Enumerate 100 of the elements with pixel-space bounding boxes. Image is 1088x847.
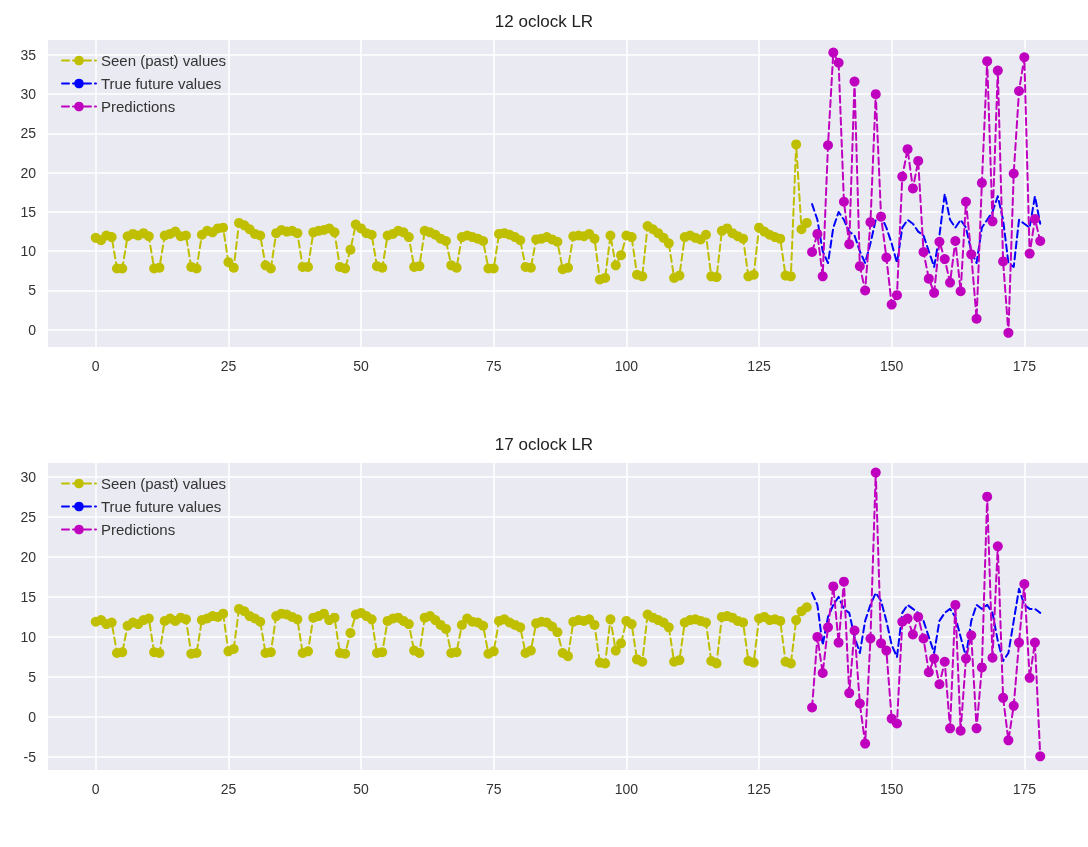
point <box>966 630 977 641</box>
point <box>902 144 913 155</box>
point <box>876 211 887 222</box>
y-tick-label: 30 <box>20 468 37 485</box>
point <box>1008 168 1019 179</box>
point <box>860 738 871 749</box>
point <box>950 236 961 246</box>
point <box>923 273 934 284</box>
y-tick-label: 10 <box>20 628 37 645</box>
point <box>929 287 940 298</box>
point <box>976 662 987 673</box>
chart-title: 17 oclock LR <box>494 435 594 454</box>
point <box>891 718 902 729</box>
y-tick-label: 25 <box>20 125 37 142</box>
point <box>1019 52 1030 63</box>
x-tick-label: 100 <box>614 358 639 374</box>
point <box>1003 735 1014 746</box>
point <box>1014 637 1025 648</box>
point <box>817 271 828 282</box>
point <box>1024 248 1035 259</box>
point <box>860 285 871 296</box>
point <box>897 171 908 182</box>
point <box>907 183 918 194</box>
y-tick-label: 15 <box>20 588 37 605</box>
x-tick-label: 100 <box>614 781 639 797</box>
point <box>960 653 971 664</box>
point <box>918 247 929 257</box>
point <box>849 76 860 87</box>
point <box>976 177 987 188</box>
x-tick-label: 125 <box>747 358 771 374</box>
point <box>886 299 897 310</box>
point <box>881 252 892 263</box>
x-tick-label: 75 <box>485 358 502 374</box>
x-tick-label: 150 <box>879 358 904 374</box>
point <box>828 47 839 58</box>
point <box>907 629 918 640</box>
point <box>844 239 855 250</box>
point <box>939 254 950 265</box>
point <box>960 196 971 207</box>
point <box>1003 327 1014 338</box>
y-tick-label: 5 <box>28 669 37 686</box>
point <box>1024 672 1035 683</box>
point <box>939 656 950 667</box>
point <box>1019 579 1030 590</box>
point <box>992 541 1003 552</box>
point <box>865 217 876 228</box>
point <box>955 725 966 736</box>
point <box>987 216 998 227</box>
point <box>807 702 818 713</box>
y-tick-label: 30 <box>20 86 37 103</box>
point <box>1029 214 1040 225</box>
point <box>891 290 902 301</box>
point <box>823 140 833 151</box>
point <box>902 613 913 624</box>
point <box>828 581 839 592</box>
point <box>966 249 977 260</box>
y-tick-label: -5 <box>23 749 37 766</box>
point <box>876 638 887 649</box>
point <box>1014 86 1025 97</box>
point <box>870 89 881 100</box>
point <box>923 667 934 678</box>
point <box>982 491 993 502</box>
point <box>934 236 945 247</box>
x-tick-label: 75 <box>485 781 502 797</box>
y-tick-label: 15 <box>20 203 37 220</box>
x-tick-label: 175 <box>1012 358 1037 374</box>
point <box>913 611 924 622</box>
y-tick-label: 5 <box>28 282 37 299</box>
x-tick-label: 175 <box>1012 781 1037 797</box>
point <box>838 196 849 207</box>
point <box>992 65 1003 76</box>
point <box>971 723 982 734</box>
x-tick-label: 50 <box>353 358 370 374</box>
point <box>854 698 865 709</box>
legend-label: Seen (past) values <box>101 475 227 492</box>
point <box>807 247 818 257</box>
y-tick-label: 20 <box>20 548 37 565</box>
point <box>833 637 844 648</box>
y-tick-label: 0 <box>28 709 37 726</box>
y-tick-label: 25 <box>20 508 37 525</box>
point <box>849 625 860 636</box>
point <box>934 679 945 690</box>
legend-label: True future values <box>101 498 222 515</box>
point <box>945 277 956 288</box>
y-tick-label: 35 <box>20 46 37 63</box>
point <box>812 631 823 642</box>
legend-label: Predictions <box>101 521 176 538</box>
point <box>1035 236 1046 246</box>
point <box>1035 751 1046 762</box>
x-tick-label: 0 <box>91 358 100 374</box>
point <box>950 599 961 610</box>
point <box>844 688 855 699</box>
legend-label: Seen (past) values <box>101 52 227 69</box>
point <box>817 668 828 679</box>
point <box>913 155 924 166</box>
point <box>854 261 865 272</box>
x-tick-label: 150 <box>879 781 904 797</box>
point <box>823 622 833 633</box>
point <box>870 467 881 478</box>
x-tick-label: 0 <box>91 781 100 797</box>
